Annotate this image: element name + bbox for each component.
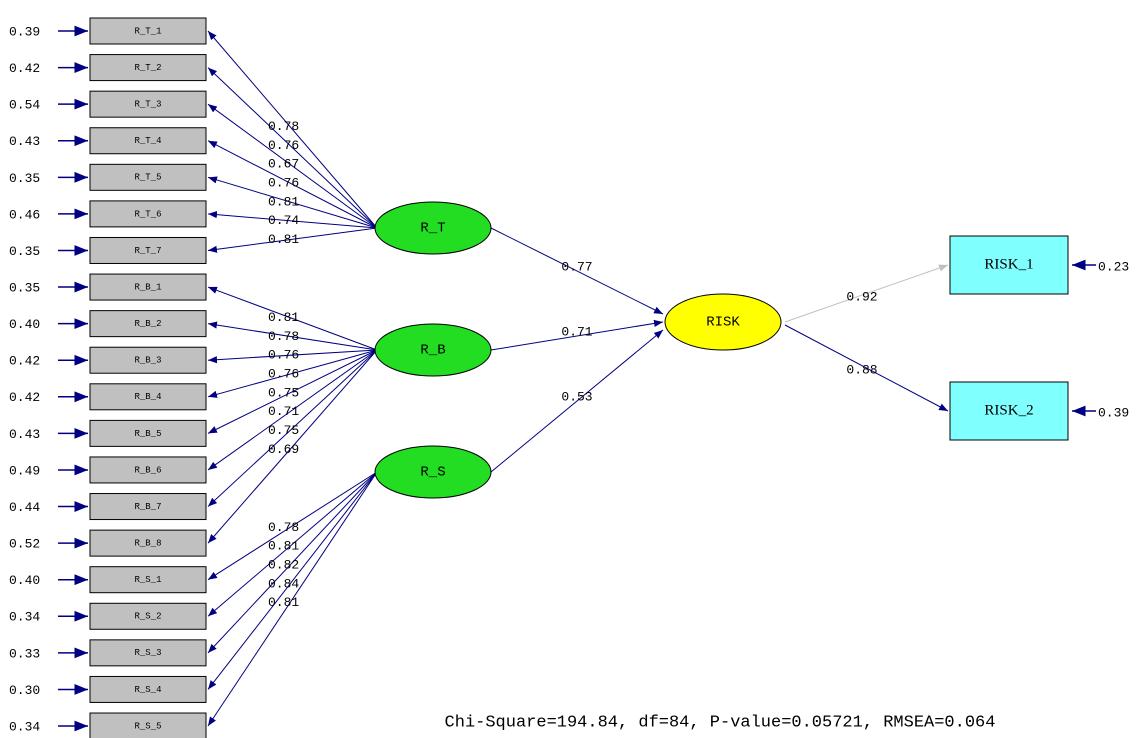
indicator-label: R_S_1 bbox=[134, 575, 161, 585]
loading-label: 0.81 bbox=[268, 232, 299, 247]
error-label: 0.42 bbox=[9, 354, 40, 369]
loading-label: 0.78 bbox=[268, 329, 299, 344]
error-label: 0.46 bbox=[9, 207, 40, 222]
indicator-label: R_B_4 bbox=[134, 392, 161, 402]
error-label: 0.34 bbox=[9, 719, 40, 734]
outcome-indicator-label: RISK_2 bbox=[984, 402, 1033, 418]
latent-label: R_S bbox=[420, 465, 445, 481]
indicator-label: R_S_3 bbox=[134, 648, 161, 658]
indicator-label: R_B_8 bbox=[134, 538, 161, 548]
path-label: 0.71 bbox=[561, 324, 592, 339]
loading-label: 0.67 bbox=[268, 157, 299, 172]
loading-label: 0.82 bbox=[268, 558, 299, 573]
indicator-label: R_B_5 bbox=[134, 429, 161, 439]
indicator-label: R_B_3 bbox=[134, 356, 161, 366]
error-label: 0.39 bbox=[9, 24, 40, 39]
error-label: 0.49 bbox=[9, 463, 40, 478]
error-label: 0.33 bbox=[9, 646, 40, 661]
outcome-label: RISK bbox=[706, 315, 740, 331]
indicator-label: R_T_5 bbox=[134, 173, 161, 183]
loading-label: 0.71 bbox=[268, 404, 299, 419]
indicator-label: R_B_7 bbox=[134, 502, 161, 512]
loading-label: 0.81 bbox=[268, 539, 299, 554]
error-label: 0.43 bbox=[9, 134, 40, 149]
indicator-label: R_B_1 bbox=[134, 282, 161, 292]
loading-label: 0.76 bbox=[268, 367, 299, 382]
loading-label: 0.84 bbox=[268, 576, 299, 591]
indicator-label: R_T_4 bbox=[134, 136, 161, 146]
loading-label: 0.78 bbox=[268, 520, 299, 535]
outcome-loading-label: 0.92 bbox=[846, 289, 877, 304]
indicator-label: R_T_6 bbox=[134, 209, 161, 219]
indicator-label: R_S_2 bbox=[134, 612, 161, 622]
path-diagram: R_T_1 0.39 0.78 R_T_2 0.42 0.76 R_T_3 0.54 0.67 R… bbox=[0, 0, 1147, 738]
indicator-label: R_T_7 bbox=[134, 246, 161, 256]
nodes bbox=[90, 18, 1068, 738]
loading-label: 0.69 bbox=[268, 442, 299, 457]
loading-label: 0.75 bbox=[268, 423, 299, 438]
error-label: 0.40 bbox=[9, 317, 40, 332]
error-label: 0.34 bbox=[9, 610, 40, 625]
error-label: 0.39 bbox=[1098, 405, 1129, 420]
indicator-label: R_T_3 bbox=[134, 100, 161, 110]
loading-label: 0.81 bbox=[268, 595, 299, 610]
error-label: 0.42 bbox=[9, 61, 40, 76]
outcome-loading-label: 0.88 bbox=[846, 362, 877, 377]
error-label: 0.23 bbox=[1098, 259, 1129, 274]
error-label: 0.54 bbox=[9, 98, 40, 113]
latent-label: R_B bbox=[420, 343, 445, 359]
error-label: 0.30 bbox=[9, 683, 40, 698]
indicator-label: R_S_5 bbox=[134, 721, 161, 731]
loading-label: 0.76 bbox=[268, 176, 299, 191]
loading-label: 0.78 bbox=[268, 119, 299, 134]
latent-label: R_T bbox=[420, 221, 445, 237]
fit-statistics: Chi-Square=194.84, df=84, P-value=0.0572… bbox=[445, 713, 996, 732]
error-label: 0.43 bbox=[9, 427, 40, 442]
error-label: 0.40 bbox=[9, 573, 40, 588]
edges bbox=[58, 31, 1096, 726]
error-label: 0.44 bbox=[9, 500, 40, 515]
indicator-label: R_T_1 bbox=[134, 26, 161, 36]
indicator-label: R_S_4 bbox=[134, 685, 161, 695]
loading-label: 0.81 bbox=[268, 310, 299, 325]
error-label: 0.35 bbox=[9, 171, 40, 186]
loading-label: 0.76 bbox=[268, 348, 299, 363]
loading-label: 0.81 bbox=[268, 194, 299, 209]
outcome-indicator-label: RISK_1 bbox=[984, 256, 1033, 272]
indicator-label: R_B_2 bbox=[134, 319, 161, 329]
error-label: 0.35 bbox=[9, 280, 40, 295]
error-label: 0.42 bbox=[9, 390, 40, 405]
path-label: 0.77 bbox=[561, 259, 592, 274]
indicator-label: R_T_2 bbox=[134, 63, 161, 73]
loading-label: 0.74 bbox=[268, 213, 299, 228]
loading-label: 0.76 bbox=[268, 138, 299, 153]
loading-label: 0.75 bbox=[268, 385, 299, 400]
path-label: 0.53 bbox=[561, 389, 592, 404]
indicator-label: R_B_6 bbox=[134, 465, 161, 475]
error-label: 0.35 bbox=[9, 244, 40, 259]
error-label: 0.52 bbox=[9, 537, 40, 552]
